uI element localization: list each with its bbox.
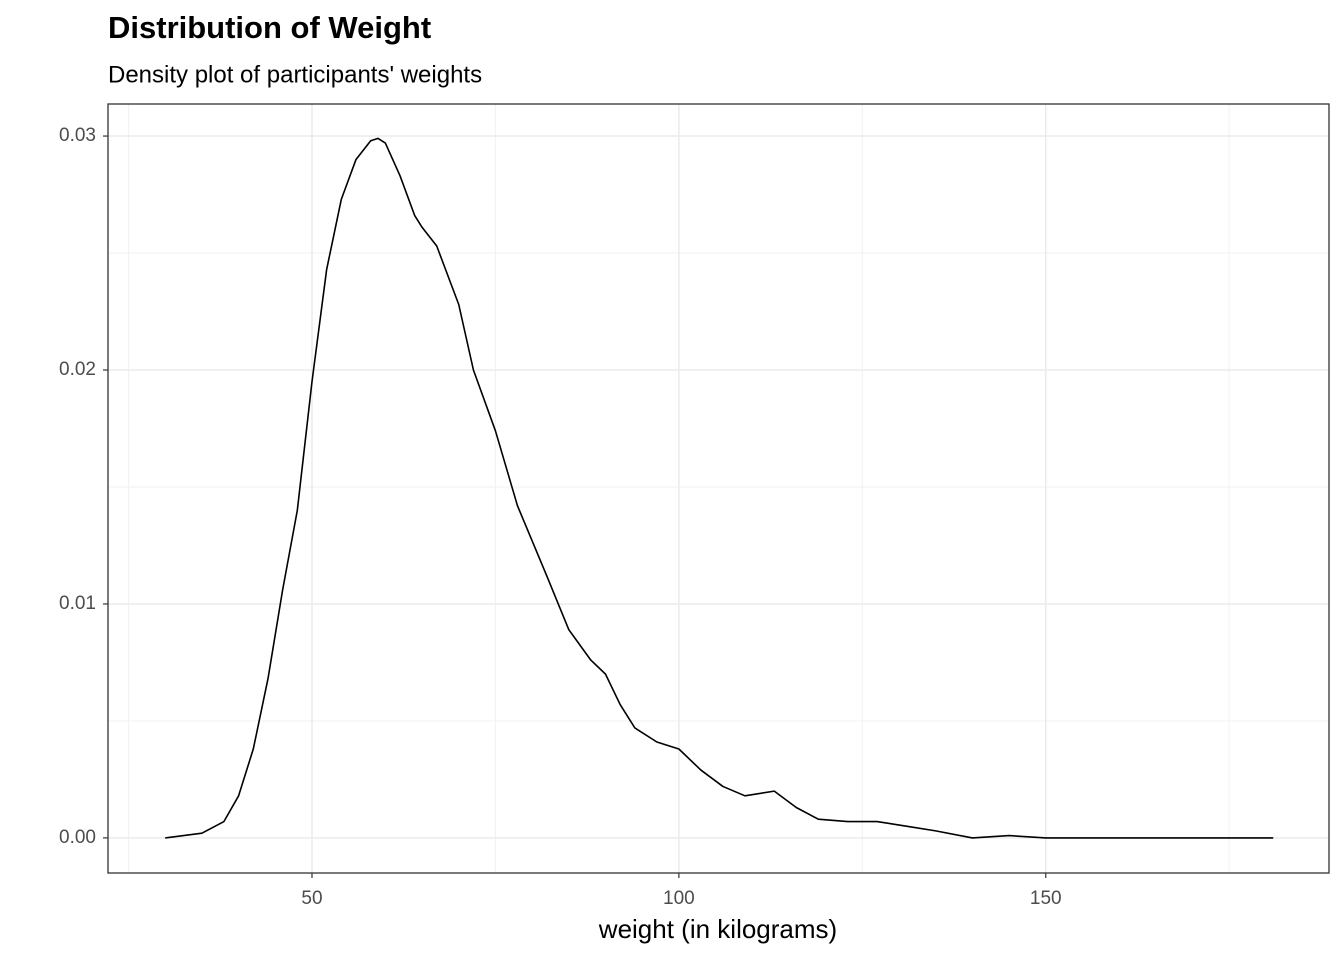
y-tick-label: 0.01 <box>59 593 96 614</box>
x-axis-title: weight (in kilograms) <box>598 914 837 944</box>
y-tick-label: 0.03 <box>59 125 96 146</box>
y-tick-label: 0.00 <box>59 827 96 848</box>
y-tick-label: 0.02 <box>59 359 96 380</box>
chart-title: Distribution of Weight <box>108 10 431 45</box>
panel-border <box>107 103 1330 874</box>
x-tick-label: 50 <box>301 888 322 909</box>
x-tick-label: 150 <box>1030 888 1062 909</box>
chart-subtitle: Density plot of participants' weights <box>108 61 482 88</box>
density-line <box>165 137 1274 839</box>
x-tick-label: 100 <box>663 888 695 909</box>
